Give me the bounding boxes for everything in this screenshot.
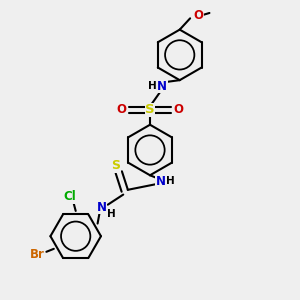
Text: H: H: [167, 176, 175, 186]
Text: N: N: [157, 80, 167, 93]
Text: S: S: [145, 103, 155, 116]
Text: O: O: [174, 103, 184, 116]
Text: Cl: Cl: [63, 190, 76, 203]
Text: Br: Br: [30, 248, 45, 261]
Text: N: N: [97, 201, 107, 214]
Text: N: N: [155, 175, 165, 188]
Text: S: S: [111, 159, 120, 172]
Text: O: O: [194, 10, 203, 22]
Text: H: H: [148, 81, 157, 91]
Text: H: H: [107, 209, 116, 220]
Text: O: O: [117, 103, 127, 116]
